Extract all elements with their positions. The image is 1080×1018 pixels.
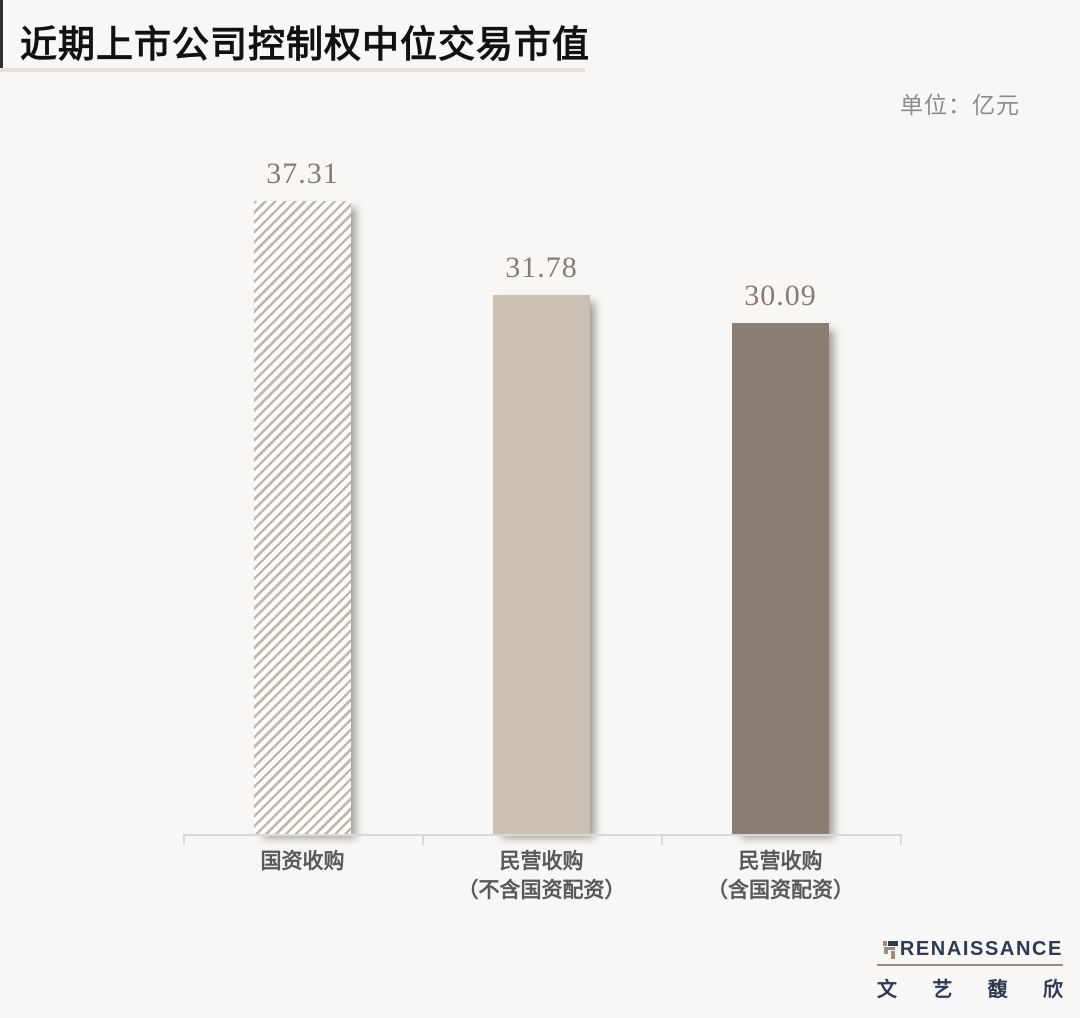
- brand-name: RENAISSANCE: [899, 938, 1063, 960]
- category-label: 国资收购: [183, 847, 422, 905]
- title-accent-bar: [0, 0, 3, 72]
- bar: [732, 323, 829, 835]
- brand-char: 馥: [987, 979, 1008, 1001]
- category-label: 民营收购 （不含国资配资）: [422, 847, 661, 905]
- company-logo: RENAISSANCE 文 艺 馥 欣: [877, 938, 1063, 1002]
- category-label-line1: 国资收购: [260, 849, 345, 873]
- category-label-line1: 民营收购: [738, 849, 823, 873]
- chart-area: 37.31 31.78 30.09: [183, 0, 900, 835]
- x-axis-line: [183, 834, 902, 836]
- axis-tick: [183, 834, 185, 845]
- bar: [254, 201, 351, 835]
- title-underline: [0, 68, 585, 72]
- bar-column: 37.31: [183, 0, 422, 835]
- brand-char: 艺: [932, 979, 953, 1001]
- category-label: 民营收购 （含国资配资）: [661, 847, 900, 905]
- axis-tick: [900, 834, 902, 845]
- bar: [493, 295, 590, 835]
- value-label: 37.31: [266, 157, 339, 190]
- unit-label: 单位：亿元: [900, 92, 1020, 118]
- page-title: 近期上市公司控制权中位交易市值: [20, 25, 590, 66]
- category-label-line2: （含国资配资）: [707, 878, 854, 902]
- value-label: 31.78: [505, 251, 578, 284]
- brand-char: 文: [877, 979, 897, 1001]
- axis-tick: [422, 834, 424, 845]
- category-label-line1: 民营收购: [499, 849, 584, 873]
- renaissance-monogram-icon: [882, 941, 898, 959]
- axis-tick: [661, 834, 663, 845]
- value-label: 30.09: [744, 279, 817, 312]
- brand-char: 欣: [1042, 979, 1063, 1001]
- bar-column: 31.78: [422, 0, 661, 835]
- brand-chinese-name: 文 艺 馥 欣: [877, 973, 1063, 1002]
- category-label-line2: （不含国资配资）: [457, 878, 626, 902]
- bar-column: 30.09: [661, 0, 900, 835]
- category-label-row: 国资收购 民营收购 （不含国资配资） 民营收购 （含国资配资）: [183, 847, 900, 905]
- logo-divider: [877, 964, 1063, 966]
